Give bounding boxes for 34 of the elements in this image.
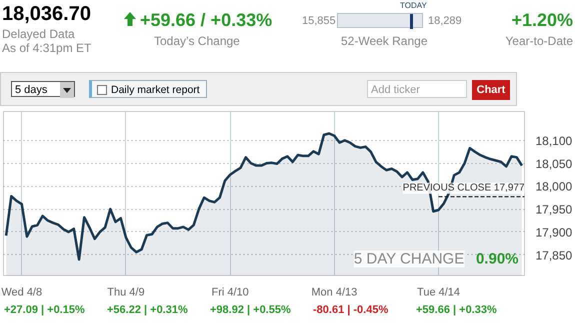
x-tick-label: Tue 4/14 <box>417 286 460 298</box>
annotation: 5 DAY CHANGE <box>354 250 464 268</box>
y-tick-label: 17,850 <box>536 248 573 262</box>
text: 5 days <box>11 81 75 97</box>
text: 52-Week Range <box>341 33 428 50</box>
text: 18,036.70 <box>2 2 91 27</box>
text: +1.20% <box>511 9 573 32</box>
text: 18,289 <box>428 14 462 29</box>
text: -80.61 | -0.45% <box>313 303 388 318</box>
text: +98.92 | +0.55% <box>210 303 291 318</box>
ref-line-label: PREVIOUS CLOSE 17,977 <box>402 182 525 194</box>
annotation: 0.90% <box>476 250 519 268</box>
text: 15,855 <box>302 14 336 29</box>
text: +59.66 / +0.33% <box>140 9 272 32</box>
text: Add ticker <box>367 80 467 98</box>
text: Delayed Data <box>2 26 75 43</box>
y-tick-label: 18,100 <box>536 134 573 148</box>
text: As of 4:31pm ET <box>2 40 92 57</box>
text: TODAY <box>400 0 427 12</box>
y-tick-label: 18,050 <box>536 156 573 171</box>
text: Year-to-Date <box>505 33 573 50</box>
text: +56.22 | +0.31% <box>107 303 188 318</box>
y-tick-label: 17,950 <box>536 202 573 217</box>
text: +59.66 | +0.33% <box>416 303 497 318</box>
x-tick-label: Thu 4/9 <box>107 286 145 298</box>
text: Daily market report <box>89 80 207 98</box>
text: +27.09 | +0.15% <box>4 303 85 318</box>
y-tick-label: 17,900 <box>536 225 573 240</box>
x-tick-label: Mon 4/13 <box>311 286 358 298</box>
text: Chart <box>472 80 510 100</box>
text: Today’s Change <box>154 33 240 50</box>
x-tick-label: Wed 4/8 <box>1 286 42 298</box>
y-tick-label: 18,000 <box>536 180 573 194</box>
x-tick-label: Fri 4/10 <box>211 286 249 298</box>
